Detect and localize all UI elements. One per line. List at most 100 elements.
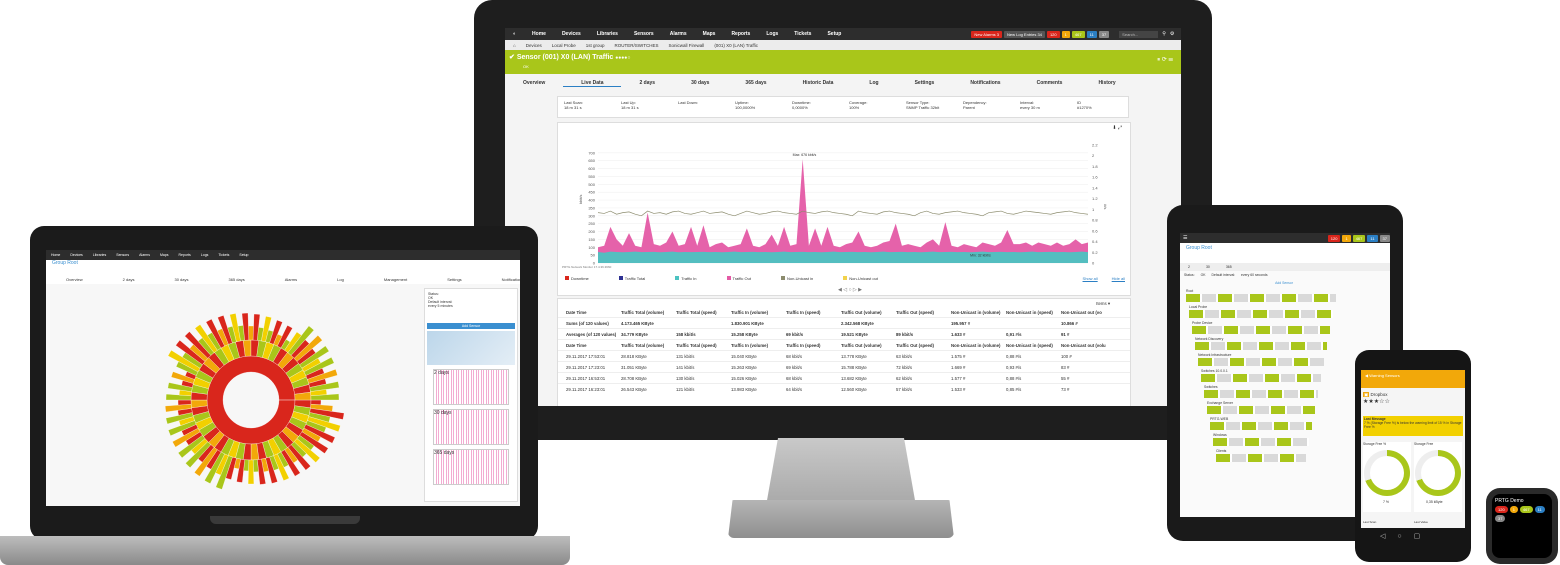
sunburst-segment[interactable] — [303, 424, 336, 444]
nav-maps[interactable]: Maps — [702, 31, 716, 37]
tree-node[interactable]: Local Probe — [1189, 305, 1382, 318]
sunburst-segment[interactable] — [215, 455, 233, 490]
column-header[interactable]: Traffic In (volume) — [731, 309, 769, 315]
download-icon[interactable]: ⬇ — [1112, 125, 1117, 131]
status-badge[interactable]: 11 — [1086, 30, 1097, 38]
sunburst-segment[interactable] — [247, 459, 255, 485]
tab-2-days[interactable]: 2 days — [639, 80, 656, 86]
sunburst-segment[interactable] — [229, 313, 241, 342]
show-all-link[interactable]: Show all — [1082, 275, 1098, 281]
android-nav-buttons[interactable]: ◁○▢ — [1380, 533, 1433, 540]
laptop-tab-management[interactable]: Management — [383, 276, 408, 282]
sunburst-segment[interactable] — [287, 444, 311, 471]
legend-item[interactable]: Traffic In — [675, 276, 697, 281]
tab-comments[interactable]: Comments — [1036, 80, 1063, 86]
column-header[interactable]: Traffic Total (speed) — [676, 309, 717, 315]
column-header[interactable]: Non-Unicast out (vo — [1061, 309, 1102, 315]
sunburst-segment[interactable] — [307, 416, 341, 433]
laptop-tab-365-days[interactable]: 365 days — [228, 276, 245, 282]
back-icon[interactable]: ◀ — [1365, 373, 1369, 378]
sunburst-segment[interactable] — [309, 381, 340, 392]
sunburst-segment[interactable] — [206, 355, 296, 445]
column-header[interactable]: Traffic Out (speed) — [896, 309, 934, 315]
sunburst-segment[interactable] — [168, 420, 197, 436]
laptop-nav-sensors[interactable]: Sensors — [116, 253, 130, 257]
sunburst-segment[interactable] — [171, 371, 195, 384]
nav-reports[interactable]: Reports — [731, 31, 751, 37]
sunburst-segment[interactable] — [177, 399, 192, 406]
laptop-tab-settings[interactable]: Settings — [447, 276, 462, 282]
sunburst-segment[interactable] — [248, 325, 254, 341]
column-header[interactable]: Non-Unicast in (volume) — [951, 309, 1001, 315]
laptop-tab-overview[interactable]: Overview — [66, 276, 83, 282]
breadcrumb-item[interactable]: Local Probe — [551, 42, 576, 48]
sunburst-segment[interactable] — [175, 340, 206, 365]
sunburst-segment[interactable] — [194, 447, 218, 477]
sunburst-segment[interactable] — [265, 456, 278, 484]
tree-node[interactable]: Windows — [1213, 433, 1382, 446]
nav-alarms[interactable]: Alarms — [669, 31, 687, 37]
sunburst-segment[interactable] — [185, 441, 212, 468]
tablet-tab[interactable]: 30 — [1205, 265, 1210, 269]
gear-icon[interactable]: ⚙ — [1169, 31, 1175, 37]
breadcrumb-item[interactable]: Devices — [525, 42, 542, 48]
prtg-logo-icon[interactable]: ◐ — [513, 31, 517, 37]
column-header[interactable]: Non-Unicast in (speed) — [1006, 309, 1053, 315]
laptop-nav-devices[interactable]: Devices — [70, 253, 83, 257]
sunburst-segment[interactable] — [273, 453, 290, 481]
laptop-nav-setup[interactable]: Setup — [239, 253, 249, 257]
watch-count-badge[interactable]: 11 — [1534, 506, 1545, 513]
legend-item[interactable]: Traffic Total — [618, 276, 645, 281]
column-header[interactable]: Traffic Total (volume) — [621, 309, 665, 315]
nav-sensors[interactable]: Sensors — [633, 31, 654, 37]
laptop-nav-tickets[interactable]: Tickets — [218, 253, 230, 257]
zoom-icon[interactable]: ⤢ — [1117, 125, 1122, 131]
sunburst-segment[interactable] — [280, 449, 301, 477]
mini-graph[interactable]: 365 days — [433, 449, 509, 485]
legend-item[interactable]: Downtime — [565, 276, 589, 281]
nav-logs[interactable]: Logs — [766, 31, 779, 37]
items-selector[interactable]: Items ▾ — [1096, 301, 1110, 306]
tree-node[interactable]: Network Infrastructure — [1198, 353, 1382, 366]
tablet-status-badge[interactable]: 120 — [1327, 234, 1341, 242]
nav-libraries[interactable]: Libraries — [596, 31, 618, 37]
breadcrumb-item[interactable]: (001) X0 (LAN) Traffic — [714, 42, 758, 48]
watch-count-badge[interactable]: 120 — [1495, 506, 1508, 513]
tab-30-days[interactable]: 30 days — [691, 80, 710, 86]
breadcrumb-item[interactable]: Sonicwall Firewall — [668, 42, 705, 48]
laptop-nav-maps[interactable]: Maps — [159, 253, 169, 257]
tree-node[interactable]: Probe Device — [1192, 321, 1382, 334]
tablet-status-badge[interactable]: 1 — [1342, 234, 1351, 242]
rating-stars-icon[interactable]: ★★★☆☆ — [1363, 399, 1390, 405]
laptop-tab-2-days[interactable]: 2 days — [122, 276, 135, 282]
sunburst-segment[interactable] — [287, 325, 315, 356]
search-icon[interactable]: ⚲ — [1162, 31, 1166, 37]
sunburst-segment[interactable] — [167, 382, 193, 392]
nav-tickets[interactable]: Tickets — [794, 31, 812, 37]
watch-count-badge[interactable]: 1 — [1509, 506, 1518, 513]
search-input[interactable]: Search... — [1119, 30, 1159, 38]
sunburst-segment[interactable] — [167, 349, 201, 373]
tab-historic-data[interactable]: Historic Data — [802, 80, 834, 86]
nav-setup[interactable]: Setup — [827, 31, 842, 37]
sunburst-segment[interactable] — [172, 427, 201, 448]
hide-all-link[interactable]: Hide all — [1111, 275, 1125, 281]
status-badge[interactable]: New Alarms 3 — [971, 30, 1003, 38]
nav-home[interactable]: Home — [532, 31, 546, 37]
status-badge[interactable]: 37 — [1098, 30, 1110, 38]
sunburst-segment[interactable] — [236, 458, 245, 483]
legend-item[interactable]: Traffic Out — [726, 276, 751, 281]
chart-pager[interactable]: ◀ ◁ ○ ▷ ▶ — [838, 287, 862, 293]
mini-graph[interactable]: 2 days — [433, 369, 509, 405]
sunburst-segment[interactable] — [277, 325, 293, 349]
sunburst-segment[interactable] — [257, 458, 266, 485]
pause-icon[interactable]: ⏸ — [1157, 57, 1161, 63]
tree-node[interactable]: Switches — [1204, 385, 1382, 398]
laptop-tab-30-days[interactable]: 30 days — [174, 276, 189, 282]
sunburst-segment[interactable] — [184, 331, 212, 359]
sunburst-segment[interactable] — [303, 357, 335, 376]
sunburst-segment[interactable] — [299, 345, 330, 369]
tablet-tab[interactable]: 2 — [1188, 265, 1190, 269]
tab-notifications[interactable]: Notifications — [970, 80, 1001, 86]
breadcrumb-item[interactable]: ROUTER/SWITCHES — [614, 42, 659, 48]
